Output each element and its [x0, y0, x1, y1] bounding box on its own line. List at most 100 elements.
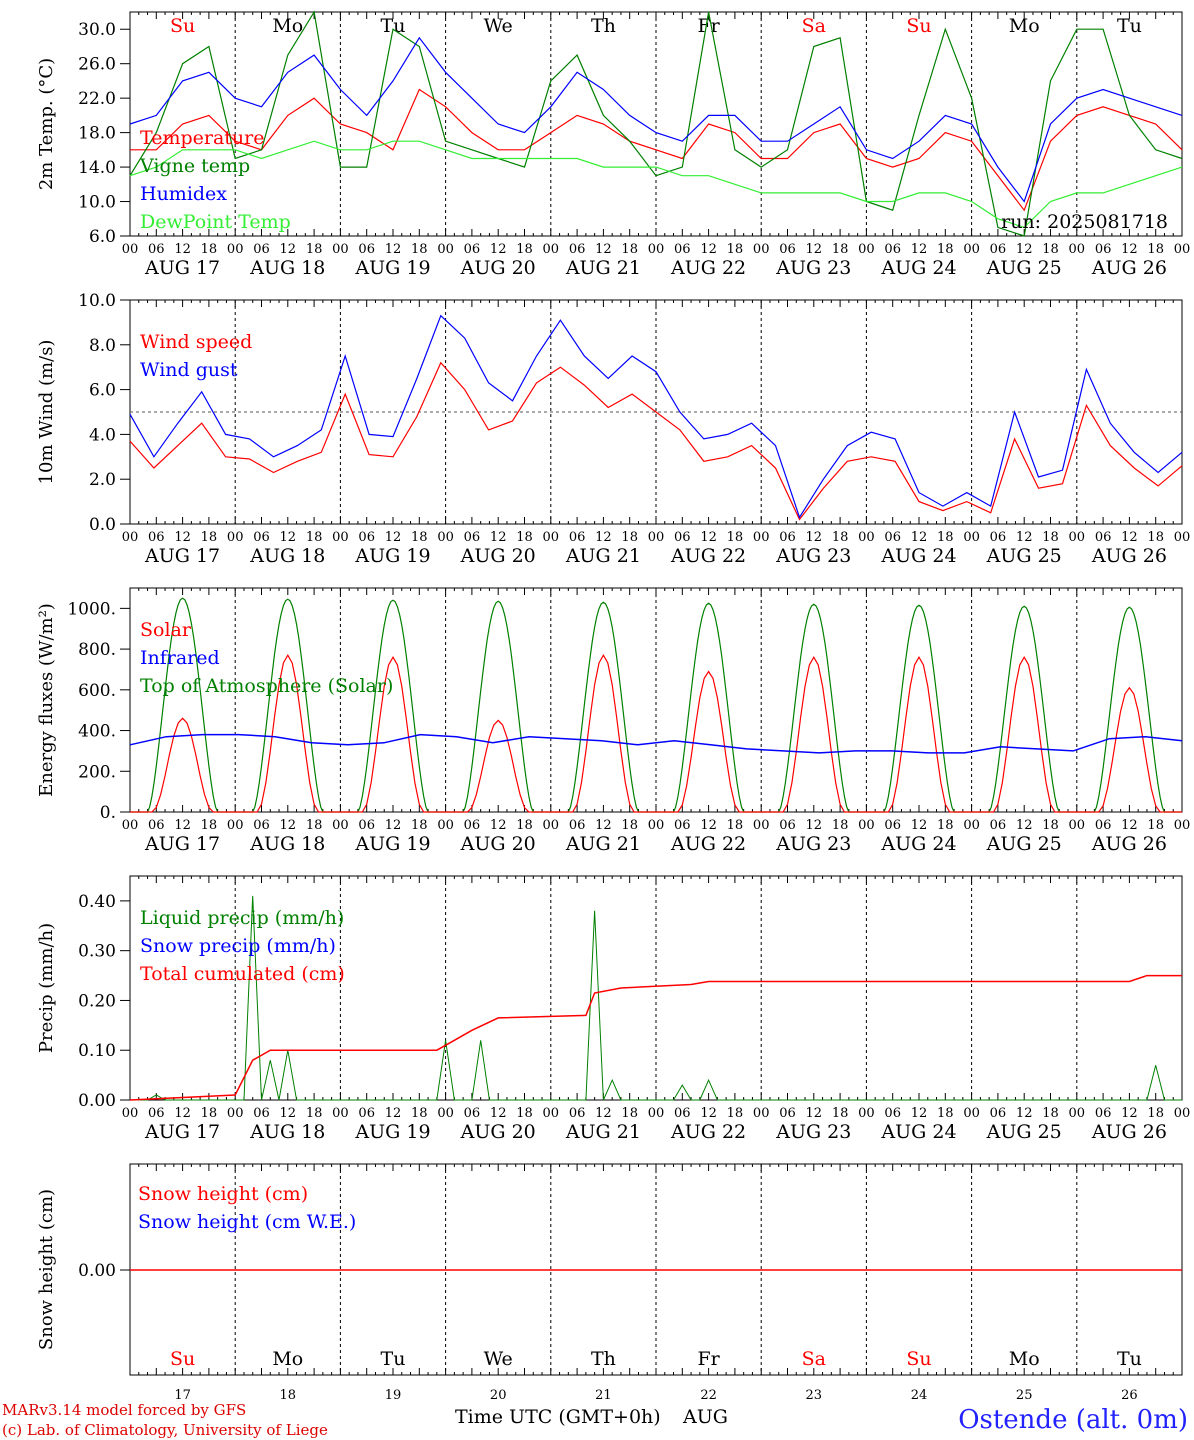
x-tick-label: 06: [253, 530, 270, 545]
x-tick-label: 12: [595, 818, 612, 833]
day-label: AUG 17: [144, 257, 220, 279]
weekday-label-bottom: Su: [906, 1348, 931, 1370]
y-tick-label: 0.30: [78, 942, 116, 962]
x-tick-label: 06: [464, 530, 481, 545]
x-tick-label: 18: [1147, 1106, 1164, 1121]
y-tick-label: 30.0: [78, 20, 116, 40]
x-tick-label: 18: [621, 530, 638, 545]
x-tick-label: 00: [648, 530, 665, 545]
xaxis-month: AUG: [682, 1406, 728, 1428]
y-tick-label: 26.0: [78, 55, 116, 75]
x-tick-label: 12: [806, 242, 823, 257]
day-number-label: 21: [595, 1388, 612, 1403]
x-tick-label: 06: [569, 242, 586, 257]
x-tick-label: 06: [569, 1106, 586, 1121]
weekday-label-bottom: Mo: [272, 1348, 303, 1370]
day-number-label: 26: [1121, 1388, 1138, 1403]
weekday-label-bottom: Th: [591, 1348, 616, 1370]
x-tick-label: 12: [1121, 1106, 1138, 1121]
x-tick-label: 00: [648, 242, 665, 257]
x-tick-label: 06: [1095, 242, 1112, 257]
weekday-label: Fr: [697, 15, 720, 37]
y-tick-label: 1000.: [67, 599, 116, 619]
x-tick-label: 18: [832, 242, 849, 257]
x-tick-label: 12: [490, 818, 507, 833]
y-tick-label: 14.0: [78, 158, 116, 178]
legend-humidex: Humidex: [140, 183, 227, 205]
x-tick-label: 18: [937, 1106, 954, 1121]
x-tick-label: 06: [253, 818, 270, 833]
day-label: AUG 26: [1091, 545, 1167, 567]
x-tick-label: 06: [1095, 818, 1112, 833]
y-tick-label: 10.0: [78, 193, 116, 213]
run-annotation: run: 2025081718: [1001, 211, 1168, 233]
x-tick-label: 12: [1016, 242, 1033, 257]
footer-model-line: MARv3.14 model forced by GFS: [2, 1401, 246, 1419]
x-tick-label: 00: [1174, 242, 1191, 257]
x-tick-label: 06: [569, 818, 586, 833]
x-tick-label: 18: [1147, 242, 1164, 257]
x-tick-label: 00: [963, 1106, 980, 1121]
x-tick-label: 00: [332, 530, 349, 545]
series-line-infrared: [129, 733, 1183, 754]
x-tick-label: 00: [648, 1106, 665, 1121]
series-line-total-cumulated: [129, 974, 1182, 1101]
series-line-solar: [130, 653, 1182, 813]
y-tick-label: 6.0: [89, 381, 116, 401]
x-tick-label: 06: [779, 530, 796, 545]
x-tick-label: 18: [306, 242, 323, 257]
x-tick-label: 00: [753, 818, 770, 833]
x-tick-label: 00: [543, 1106, 560, 1121]
day-label: AUG 25: [986, 1121, 1062, 1143]
day-label: AUG 23: [775, 545, 851, 567]
y-tick-label: 18.0: [78, 124, 116, 144]
day-label: AUG 23: [775, 1121, 851, 1143]
day-number-label: 20: [490, 1388, 507, 1403]
x-tick-label: 18: [621, 1106, 638, 1121]
y-tick-label: 0.: [100, 803, 116, 823]
legend-snow-precip-mm-h-: Snow precip (mm/h): [140, 935, 336, 957]
x-tick-label: 18: [1042, 818, 1059, 833]
day-label: AUG 18: [249, 257, 325, 279]
x-tick-label: 18: [1042, 530, 1059, 545]
legend-solar: Solar: [140, 619, 192, 641]
xaxis-title: Time UTC (GMT+0h): [455, 1406, 661, 1428]
x-tick-label: 06: [990, 530, 1007, 545]
legend-liquid-precip-mm-h-: Liquid precip (mm/h): [140, 907, 344, 929]
x-tick-label: 18: [937, 530, 954, 545]
x-tick-label: 06: [148, 1106, 165, 1121]
x-tick-label: 18: [727, 530, 744, 545]
day-label: AUG 22: [670, 1121, 746, 1143]
x-tick-label: 12: [700, 1106, 717, 1121]
x-tick-label: 18: [1042, 1106, 1059, 1121]
y-tick-label: 22.0: [78, 89, 116, 109]
legend-dewpoint-temp: DewPoint Temp: [140, 211, 291, 233]
y-tick-label: 0.40: [78, 892, 116, 912]
footer-copyright-line: (c) Lab. of Climatology, University of L…: [2, 1421, 328, 1439]
series-line-humidex: [129, 36, 1183, 203]
x-tick-label: 18: [411, 530, 428, 545]
x-tick-label: 12: [280, 818, 297, 833]
x-tick-label: 18: [937, 818, 954, 833]
x-tick-label: 18: [411, 1106, 428, 1121]
x-tick-label: 12: [280, 242, 297, 257]
x-tick-label: 12: [1121, 818, 1138, 833]
x-tick-label: 18: [727, 818, 744, 833]
x-tick-label: 18: [621, 818, 638, 833]
x-tick-label: 18: [201, 530, 218, 545]
y-tick-label: 6.0: [89, 227, 116, 247]
day-label: AUG 25: [986, 257, 1062, 279]
x-tick-label: 06: [884, 818, 901, 833]
day-label: AUG 18: [249, 545, 325, 567]
x-tick-label: 00: [963, 818, 980, 833]
weekday-label: Th: [591, 15, 616, 37]
x-tick-label: 06: [253, 1106, 270, 1121]
day-label: AUG 22: [670, 545, 746, 567]
x-tick-label: 00: [753, 530, 770, 545]
x-tick-label: 06: [779, 242, 796, 257]
x-tick-label: 12: [1121, 530, 1138, 545]
x-tick-label: 00: [1069, 242, 1086, 257]
day-label: AUG 24: [880, 1121, 956, 1143]
x-tick-label: 06: [253, 242, 270, 257]
x-tick-label: 00: [648, 818, 665, 833]
